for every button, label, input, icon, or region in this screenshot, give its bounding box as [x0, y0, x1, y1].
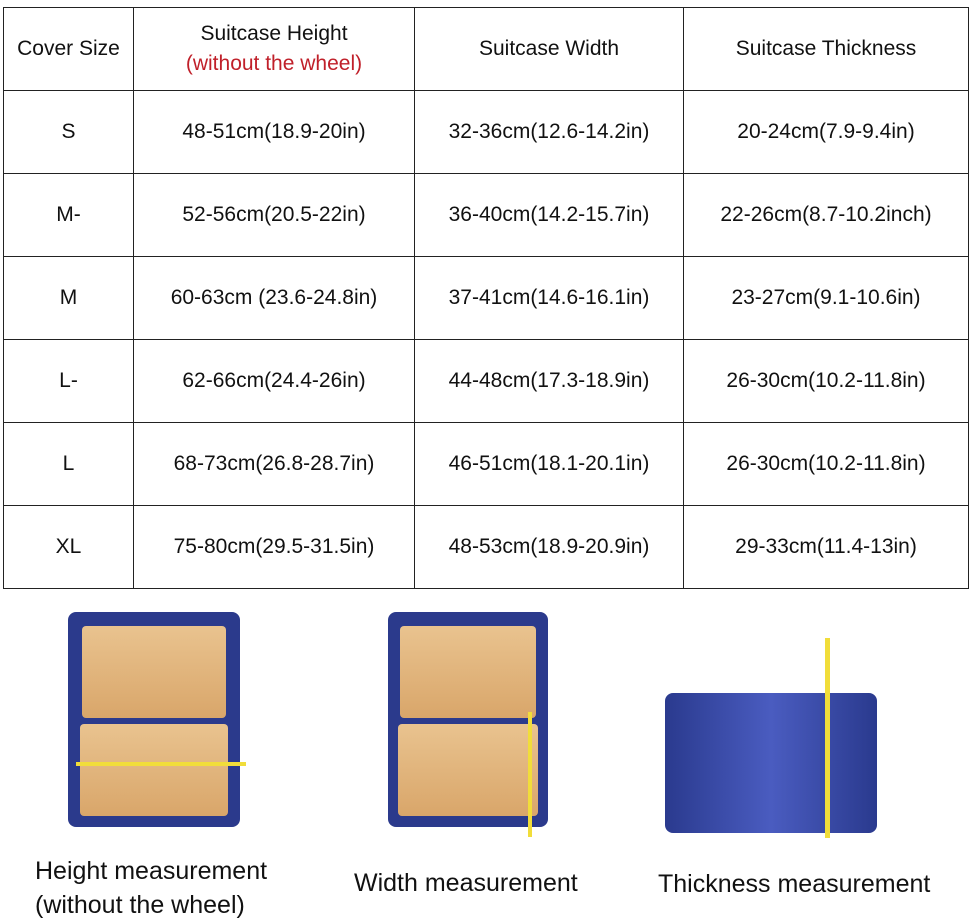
thickness-measurement-label: Thickness measurement	[658, 870, 931, 898]
width-cell: 37-41cm(14.6-16.1in)	[414, 256, 684, 340]
width-cell: 48-53cm(18.9-20.9in)	[414, 505, 684, 589]
thickness-measurement-photo	[665, 608, 885, 838]
header-suitcase-thickness: Suitcase Thickness	[683, 7, 969, 91]
cover-size-cell: XL	[3, 505, 134, 589]
height-measurement-photo	[68, 612, 248, 832]
width-cell: 44-48cm(17.3-18.9in)	[414, 339, 684, 423]
height-cell: 75-80cm(29.5-31.5in)	[133, 505, 415, 589]
height-cell: 52-56cm(20.5-22in)	[133, 173, 415, 257]
cover-size-cell: M-	[3, 173, 134, 257]
thickness-cell: 29-33cm(11.4-13in)	[683, 505, 969, 589]
thickness-cell: 23-27cm(9.1-10.6in)	[683, 256, 969, 340]
header-cover-size: Cover Size	[3, 7, 134, 91]
width-measurement-photo	[388, 612, 553, 837]
size-chart-table: Cover Size Suitcase Height (without the w…	[3, 7, 969, 589]
cover-size-cell: S	[3, 90, 134, 174]
header-suitcase-width: Suitcase Width	[414, 7, 684, 91]
height-cell: 60-63cm (23.6-24.8in)	[133, 256, 415, 340]
header-height-note: (without the wheel)	[185, 52, 363, 75]
table-row: M 60-63cm (23.6-24.8in) 37-41cm(14.6-16.1i…	[3, 256, 969, 340]
table-row: L 68-73cm(26.8-28.7in) 46-51cm(18.1-20.1in…	[3, 422, 969, 506]
thickness-cell: 20-24cm(7.9-9.4in)	[683, 90, 969, 174]
width-cell: 32-36cm(12.6-14.2in)	[414, 90, 684, 174]
header-suitcase-height: Suitcase Height (without the wheel)	[133, 7, 415, 91]
width-cell: 36-40cm(14.2-15.7in)	[414, 173, 684, 257]
cover-size-cell: L-	[3, 339, 134, 423]
cover-size-cell: L	[3, 422, 134, 506]
height-measurement-label: Height measurement	[35, 857, 268, 885]
table-header-row: Cover Size Suitcase Height (without the w…	[3, 7, 969, 91]
table-row: M- 52-56cm(20.5-22in) 36-40cm(14.2-15.7in)…	[3, 173, 969, 257]
thickness-cell: 22-26cm(8.7-10.2inch)	[683, 173, 969, 257]
height-cell: 62-66cm(24.4-26in)	[133, 339, 415, 423]
cover-size-cell: M	[3, 256, 134, 340]
table-row: L- 62-66cm(24.4-26in) 44-48cm(17.3-18.9in)…	[3, 339, 969, 423]
table-row: XL 75-80cm(29.5-31.5in) 48-53cm(18.9-20.9i…	[3, 505, 969, 589]
height-cell: 68-73cm(26.8-28.7in)	[133, 422, 415, 506]
table-row: S 48-51cm(18.9-20in) 32-36cm(12.6-14.2in) 2…	[3, 90, 969, 174]
thickness-cell: 26-30cm(10.2-11.8in)	[683, 339, 969, 423]
width-cell: 46-51cm(18.1-20.1in)	[414, 422, 684, 506]
width-measurement-label: Width measurement	[354, 869, 578, 897]
height-cell: 48-51cm(18.9-20in)	[133, 90, 415, 174]
thickness-cell: 26-30cm(10.2-11.8in)	[683, 422, 969, 506]
height-measurement-note: (without the wheel)	[35, 891, 245, 919]
